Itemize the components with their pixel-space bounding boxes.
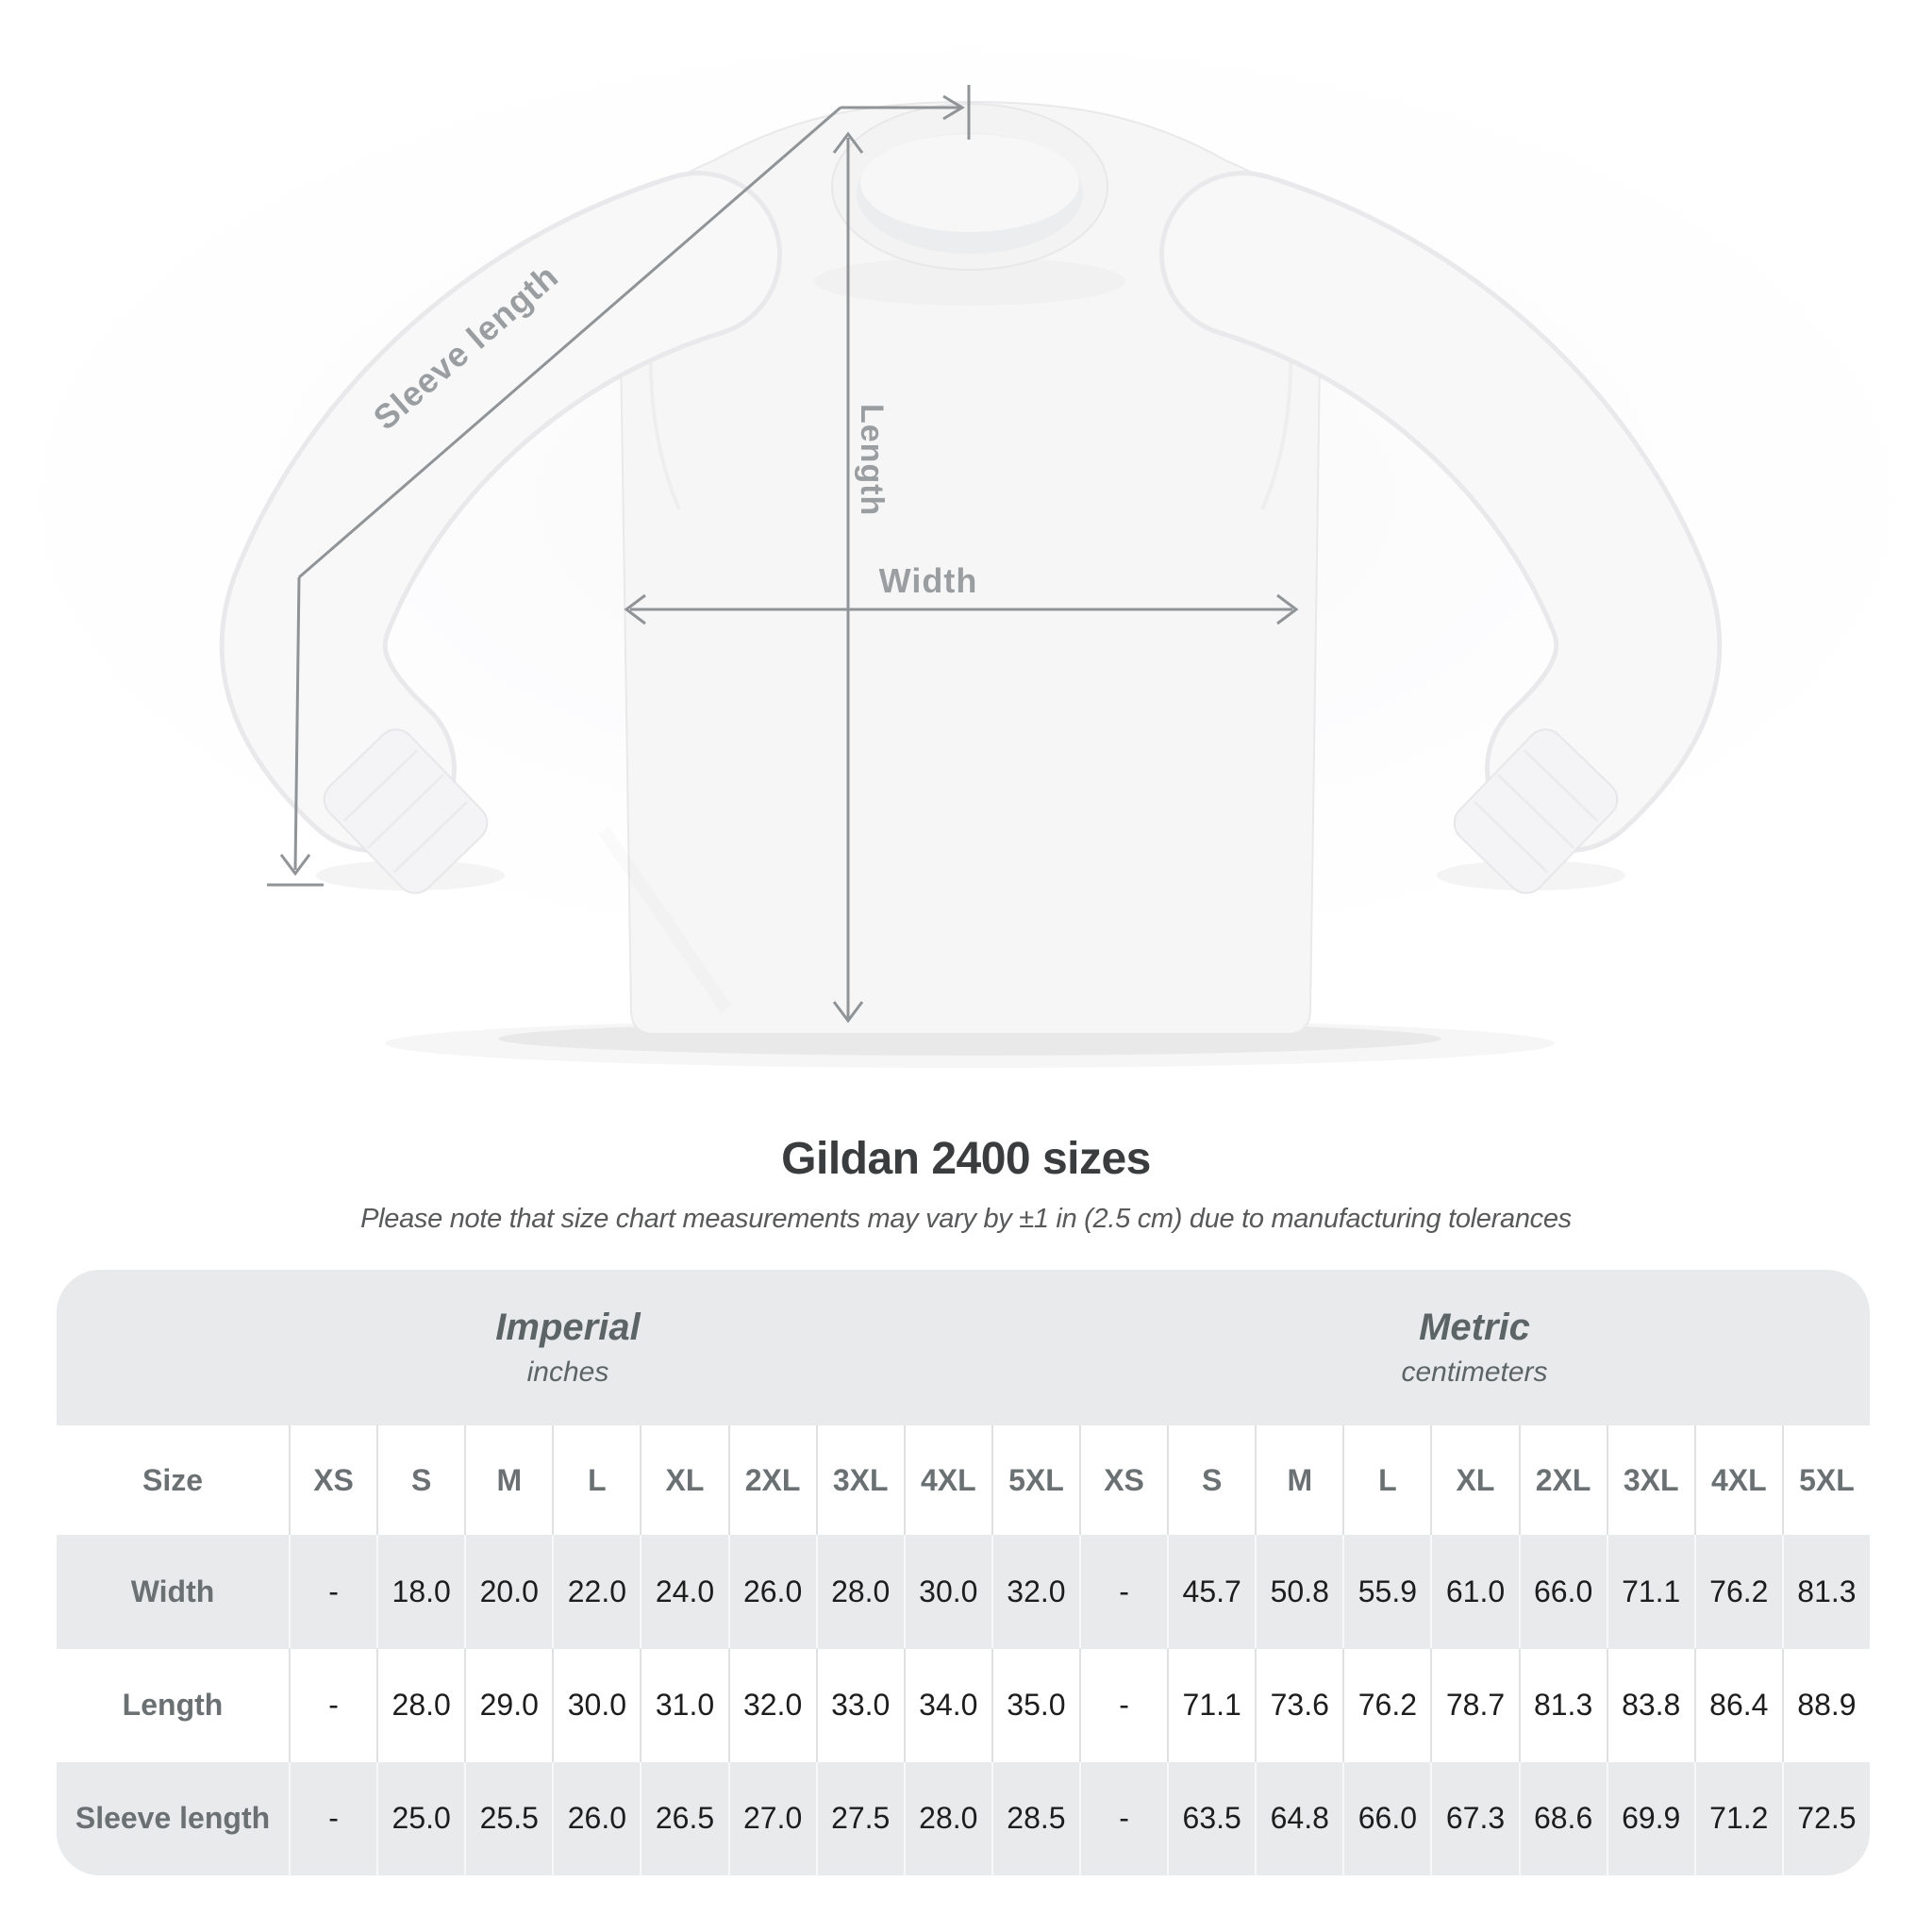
measurement-arrows xyxy=(267,85,1299,1024)
size-value: 31.0 xyxy=(640,1648,728,1762)
size-header-metric-xs: XS xyxy=(1079,1425,1168,1536)
size-header-metric-s: S xyxy=(1167,1425,1256,1536)
size-value: 45.7 xyxy=(1167,1535,1256,1649)
size-value: 66.0 xyxy=(1518,1535,1607,1649)
size-value: 28.0 xyxy=(376,1648,465,1762)
size-header-imperial-m: M xyxy=(464,1425,553,1536)
size-value: 22.0 xyxy=(552,1535,641,1649)
size-value: 61.0 xyxy=(1430,1535,1519,1649)
size-column-header: Size xyxy=(57,1425,289,1536)
size-value: 30.0 xyxy=(552,1648,641,1762)
size-value: 81.3 xyxy=(1781,1535,1870,1649)
size-value: 26.0 xyxy=(552,1761,641,1875)
size-value: 66.0 xyxy=(1342,1761,1431,1875)
size-value: 71.1 xyxy=(1606,1535,1694,1649)
size-header-imperial-xs: XS xyxy=(289,1425,377,1536)
size-value: 20.0 xyxy=(464,1535,553,1649)
shirt-photo: Sleeve length Length Width xyxy=(0,0,1932,1085)
size-value: 35.0 xyxy=(991,1648,1079,1762)
size-value: 71.2 xyxy=(1693,1761,1782,1875)
size-header-metric-xl: XL xyxy=(1430,1425,1519,1536)
long-sleeve-shirt-illustration xyxy=(219,85,1723,1056)
imperial-system-label: Imperial xyxy=(495,1307,641,1348)
width-measure-label: Width xyxy=(878,561,978,600)
size-header-imperial-3xl: 3XL xyxy=(815,1425,904,1536)
size-value: 26.5 xyxy=(640,1761,728,1875)
size-value: 26.0 xyxy=(727,1535,816,1649)
metric-unit-header: Metric centimeters xyxy=(1079,1270,1870,1425)
metric-system-label: Metric xyxy=(1419,1307,1530,1348)
size-value: 27.0 xyxy=(727,1761,816,1875)
size-header-metric-2xl: 2XL xyxy=(1518,1425,1607,1536)
imperial-unit-label: inches xyxy=(526,1357,609,1388)
length-measure-label: Length xyxy=(854,404,890,517)
size-header-metric-5xl: 5XL xyxy=(1781,1425,1870,1536)
length-arrow xyxy=(832,131,864,1024)
size-value: 25.5 xyxy=(464,1761,553,1875)
size-value: 29.0 xyxy=(464,1648,553,1762)
size-header-metric-l: L xyxy=(1342,1425,1431,1536)
size-header-imperial-4xl: 4XL xyxy=(903,1425,991,1536)
size-value: 71.1 xyxy=(1167,1648,1256,1762)
size-value: 88.9 xyxy=(1781,1648,1870,1762)
size-value: 73.6 xyxy=(1255,1648,1343,1762)
size-value: 50.8 xyxy=(1255,1535,1343,1649)
size-value: 28.5 xyxy=(991,1761,1079,1875)
size-value: 55.9 xyxy=(1342,1535,1431,1649)
right-sleeve xyxy=(1159,171,1723,853)
row-label-width: Width xyxy=(57,1535,289,1649)
size-value: 34.0 xyxy=(903,1648,991,1762)
size-value: 81.3 xyxy=(1518,1648,1607,1762)
size-header-metric-3xl: 3XL xyxy=(1606,1425,1694,1536)
metric-unit-label: centimeters xyxy=(1401,1357,1548,1388)
size-value: - xyxy=(289,1535,377,1649)
size-value: 67.3 xyxy=(1430,1761,1519,1875)
size-value: - xyxy=(289,1761,377,1875)
size-value: 86.4 xyxy=(1693,1648,1782,1762)
size-header-metric-4xl: 4XL xyxy=(1693,1425,1782,1536)
size-value: 63.5 xyxy=(1167,1761,1256,1875)
size-header-imperial-s: S xyxy=(376,1425,465,1536)
collar xyxy=(831,103,1108,271)
size-value: 76.2 xyxy=(1693,1535,1782,1649)
left-cuff xyxy=(323,728,489,894)
size-value: 27.5 xyxy=(815,1761,904,1875)
right-cuff xyxy=(1453,728,1619,894)
size-header-imperial-5xl: 5XL xyxy=(991,1425,1079,1536)
size-value: 78.7 xyxy=(1430,1648,1519,1762)
size-value: 33.0 xyxy=(815,1648,904,1762)
left-sleeve xyxy=(219,171,782,853)
size-value: 32.0 xyxy=(991,1535,1079,1649)
size-chart-table: Imperial inches Metric centimeters Size X… xyxy=(57,1270,1870,1875)
size-value: - xyxy=(1079,1535,1168,1649)
size-value: 24.0 xyxy=(640,1535,728,1649)
size-value: 28.0 xyxy=(903,1761,991,1875)
size-value: - xyxy=(289,1648,377,1762)
size-value: 83.8 xyxy=(1606,1648,1694,1762)
size-header-imperial-xl: XL xyxy=(640,1425,728,1536)
imperial-unit-header: Imperial inches xyxy=(57,1270,1079,1425)
size-header-imperial-2xl: 2XL xyxy=(727,1425,816,1536)
size-chart-tolerance-note: Please note that size chart measurements… xyxy=(360,1204,1572,1234)
size-value: - xyxy=(1079,1648,1168,1762)
row-label-length: Length xyxy=(57,1648,289,1762)
width-arrow xyxy=(624,593,1299,625)
size-value: - xyxy=(1079,1761,1168,1875)
size-value: 69.9 xyxy=(1606,1761,1694,1875)
size-header-imperial-l: L xyxy=(552,1425,641,1536)
size-value: 76.2 xyxy=(1342,1648,1431,1762)
size-chart-title: Gildan 2400 sizes xyxy=(781,1134,1151,1184)
size-value: 32.0 xyxy=(727,1648,816,1762)
sleeve-length-arrow xyxy=(267,85,971,887)
size-value: 30.0 xyxy=(903,1535,991,1649)
size-header-metric-m: M xyxy=(1255,1425,1343,1536)
size-value: 28.0 xyxy=(815,1535,904,1649)
row-label-sleeve-length: Sleeve length xyxy=(57,1761,289,1875)
size-value: 68.6 xyxy=(1518,1761,1607,1875)
size-value: 18.0 xyxy=(376,1535,465,1649)
size-value: 64.8 xyxy=(1255,1761,1343,1875)
size-value: 25.0 xyxy=(376,1761,465,1875)
size-value: 72.5 xyxy=(1781,1761,1870,1875)
